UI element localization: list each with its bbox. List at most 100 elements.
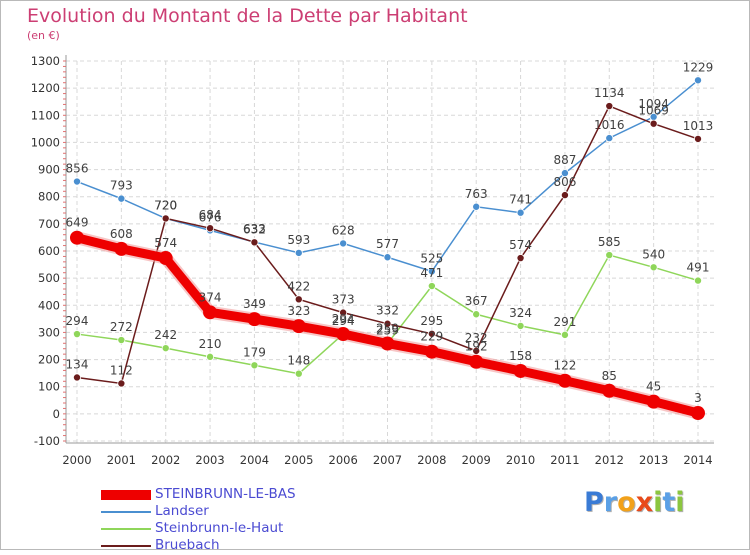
data-point bbox=[294, 369, 303, 378]
x-tick-label: 2006 bbox=[329, 453, 358, 467]
data-label: 525 bbox=[420, 251, 443, 265]
data-point bbox=[117, 336, 126, 345]
data-label: 1094 bbox=[638, 97, 669, 111]
data-point bbox=[472, 202, 481, 211]
data-point bbox=[161, 214, 170, 223]
data-point bbox=[336, 327, 351, 342]
data-point bbox=[114, 241, 129, 256]
x-tick-label: 2010 bbox=[506, 453, 535, 467]
data-label: 471 bbox=[420, 266, 443, 280]
data-label: 324 bbox=[509, 306, 532, 320]
logo-letter: o bbox=[617, 487, 636, 518]
legend-swatch bbox=[101, 528, 151, 530]
legend-label: Steinbrunn-le-Haut bbox=[155, 520, 284, 536]
data-label: 134 bbox=[66, 357, 89, 371]
data-point bbox=[560, 330, 569, 339]
data-label: 242 bbox=[154, 328, 177, 342]
x-tick-label: 2001 bbox=[107, 453, 136, 467]
data-label: 491 bbox=[687, 261, 710, 275]
x-tick-label: 2000 bbox=[62, 453, 91, 467]
y-tick-label: 1000 bbox=[31, 135, 60, 149]
legend-label: Landser bbox=[155, 503, 209, 519]
data-label: 633 bbox=[243, 222, 266, 236]
data-point bbox=[516, 321, 525, 330]
data-label: 323 bbox=[287, 304, 310, 318]
data-label: 793 bbox=[110, 179, 133, 193]
data-point bbox=[557, 373, 572, 388]
data-point bbox=[694, 134, 703, 143]
data-point bbox=[427, 329, 436, 338]
legend-swatch bbox=[101, 490, 151, 500]
data-label: 291 bbox=[553, 315, 576, 329]
data-label: 294 bbox=[332, 312, 355, 326]
grid bbox=[66, 60, 714, 443]
data-label: 684 bbox=[199, 208, 222, 222]
data-point bbox=[206, 352, 215, 361]
legend-label: Bruebach bbox=[155, 537, 220, 553]
x-tick-label: 2004 bbox=[240, 453, 269, 467]
data-label: 763 bbox=[465, 187, 488, 201]
y-tick-label: 600 bbox=[38, 244, 60, 258]
data-point bbox=[161, 344, 170, 353]
data-label: 3 bbox=[694, 391, 702, 405]
data-point bbox=[247, 312, 262, 327]
data-point bbox=[250, 361, 259, 370]
data-point bbox=[649, 263, 658, 272]
data-point bbox=[694, 76, 703, 85]
data-point bbox=[602, 383, 617, 398]
chart-title: Evolution du Montant de la Dette par Hab… bbox=[27, 5, 468, 27]
data-label: 608 bbox=[110, 227, 133, 241]
y-tick-label: 1200 bbox=[31, 81, 60, 95]
data-label: 349 bbox=[243, 297, 266, 311]
logo-letter: x bbox=[635, 487, 654, 518]
data-label: 1016 bbox=[594, 118, 625, 132]
data-label: 593 bbox=[287, 233, 310, 247]
data-label: 294 bbox=[66, 314, 89, 328]
data-point bbox=[380, 336, 395, 351]
y-tick-label: -100 bbox=[34, 434, 60, 448]
data-point bbox=[646, 394, 661, 409]
y-tick-label: 400 bbox=[38, 298, 60, 312]
y-tick-label: 0 bbox=[53, 407, 60, 421]
data-point bbox=[294, 295, 303, 304]
line-chart: -100 0 100 200 300 400 500 600 700 800 900 1000 1100… bbox=[31, 54, 714, 467]
y-tick-label: 1100 bbox=[31, 108, 60, 122]
data-label: 806 bbox=[553, 175, 576, 189]
data-point bbox=[73, 177, 82, 186]
data-label: 649 bbox=[66, 216, 89, 230]
data-point bbox=[694, 276, 703, 285]
data-point bbox=[427, 267, 436, 276]
data-point bbox=[560, 191, 569, 200]
proxiti-logo: Proxiti bbox=[584, 487, 685, 518]
data-point bbox=[513, 363, 528, 378]
data-label: 112 bbox=[110, 363, 133, 377]
data-label: 887 bbox=[553, 153, 576, 167]
y-tick-label: 200 bbox=[38, 353, 60, 367]
data-label: 295 bbox=[420, 314, 443, 328]
data-label: 85 bbox=[602, 369, 617, 383]
x-tick-label: 2009 bbox=[462, 453, 491, 467]
logo-letter: r bbox=[603, 487, 618, 518]
y-tick-label: 500 bbox=[38, 271, 60, 285]
logo-letter: P bbox=[584, 487, 604, 518]
data-label: 1013 bbox=[683, 119, 714, 133]
data-point bbox=[472, 310, 481, 319]
data-point bbox=[605, 251, 614, 260]
data-point bbox=[291, 319, 306, 334]
data-label: 676 bbox=[199, 210, 222, 224]
data-label: 272 bbox=[110, 320, 133, 334]
y-tick-label: 800 bbox=[38, 190, 60, 204]
data-point bbox=[70, 230, 84, 245]
data-label: 232 bbox=[465, 331, 488, 345]
data-point bbox=[158, 251, 173, 266]
y-tick-label: 100 bbox=[38, 380, 60, 394]
data-label: 259 bbox=[376, 322, 399, 336]
logo-letter: i bbox=[675, 487, 685, 518]
y-tick-label: 1300 bbox=[31, 54, 60, 68]
data-label: 632 bbox=[243, 222, 266, 236]
data-point bbox=[605, 134, 614, 143]
data-point bbox=[383, 319, 392, 328]
data-label: 540 bbox=[642, 247, 665, 261]
data-point bbox=[383, 253, 392, 262]
